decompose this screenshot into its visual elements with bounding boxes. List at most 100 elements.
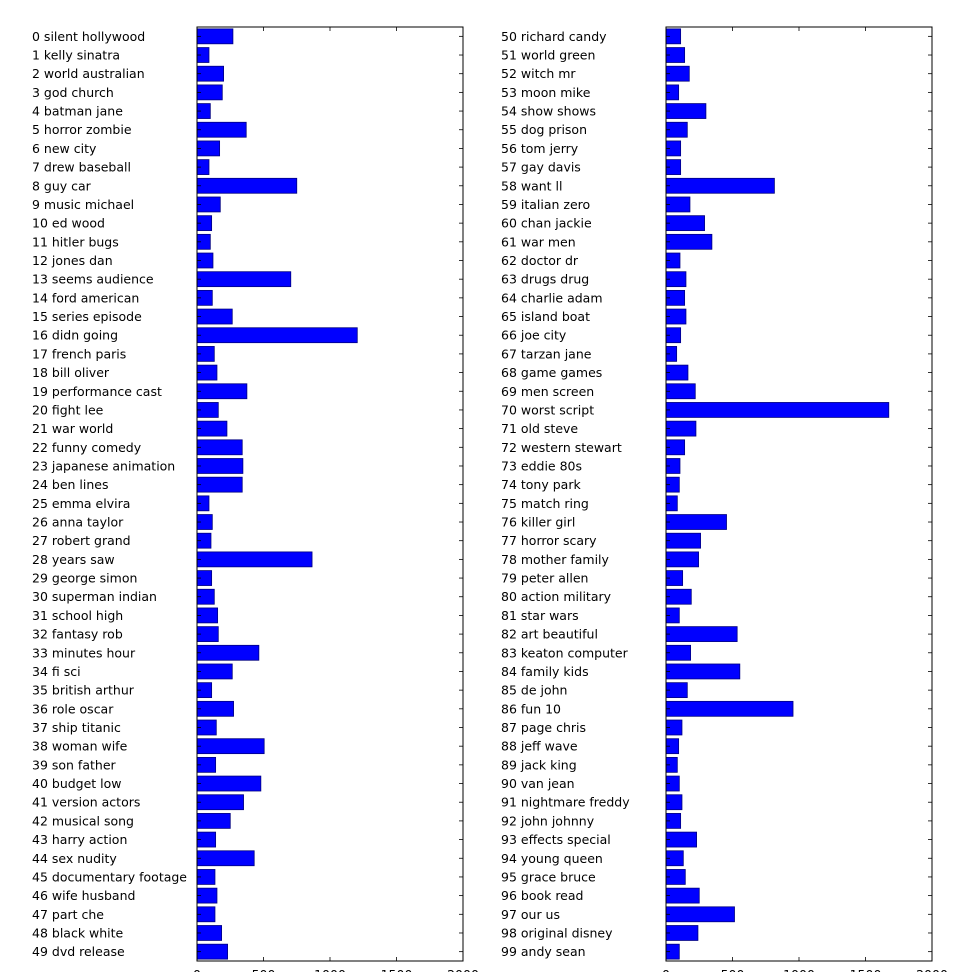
category-label: 34 fi sci bbox=[32, 664, 81, 679]
category-label: 68 game games bbox=[501, 365, 602, 380]
x-tick-label: 1000 bbox=[783, 967, 815, 972]
category-label: 53 moon mike bbox=[501, 85, 591, 100]
bar bbox=[665, 514, 727, 530]
bar bbox=[665, 887, 700, 904]
category-label: 42 musical song bbox=[32, 813, 134, 828]
bar bbox=[665, 532, 701, 549]
x-tick-label: 1500 bbox=[850, 967, 882, 972]
bar bbox=[665, 420, 697, 437]
category-label: 45 documentary footage bbox=[32, 869, 187, 884]
category-label: 99 andy sean bbox=[501, 944, 586, 959]
category-label: 26 anna taylor bbox=[32, 515, 124, 530]
category-label: 70 worst script bbox=[501, 402, 594, 417]
category-label: 82 art beautiful bbox=[501, 627, 598, 642]
category-label: 67 tarzan jane bbox=[501, 346, 592, 361]
category-label: 2 world australian bbox=[32, 66, 145, 81]
category-label: 38 woman wife bbox=[32, 739, 128, 754]
category-label: 10 ed wood bbox=[32, 216, 105, 231]
category-label: 19 performance cast bbox=[32, 384, 162, 399]
bar bbox=[196, 738, 265, 755]
bar bbox=[665, 402, 890, 418]
bar bbox=[196, 551, 313, 568]
bar bbox=[665, 831, 697, 848]
category-label: 88 jeff wave bbox=[501, 739, 578, 754]
category-label: 92 john johnny bbox=[501, 813, 595, 828]
category-label: 55 dog prison bbox=[501, 122, 587, 137]
category-label: 56 tom jerry bbox=[501, 141, 579, 156]
category-label: 5 horror zombie bbox=[32, 122, 132, 137]
x-tick-label: 2000 bbox=[916, 967, 948, 972]
bar bbox=[196, 177, 298, 194]
x-tick-label: 500 bbox=[252, 967, 276, 972]
bar bbox=[196, 28, 234, 45]
category-label: 31 school high bbox=[32, 608, 123, 623]
category-label: 41 version actors bbox=[32, 795, 140, 810]
category-label: 83 keaton computer bbox=[501, 645, 629, 660]
plot-frame bbox=[196, 26, 464, 962]
category-label: 12 jones dan bbox=[32, 253, 113, 268]
category-label: 37 ship titanic bbox=[32, 720, 121, 735]
bar bbox=[665, 233, 713, 250]
category-label: 14 ford american bbox=[32, 290, 139, 305]
bar bbox=[665, 215, 705, 232]
bar bbox=[196, 327, 358, 344]
category-label: 44 sex nudity bbox=[32, 851, 117, 866]
category-label: 58 want ll bbox=[501, 178, 563, 193]
category-label: 36 role oscar bbox=[32, 701, 114, 716]
bar bbox=[196, 271, 292, 288]
category-label: 3 god church bbox=[32, 85, 114, 100]
category-label: 81 star wars bbox=[501, 608, 579, 623]
category-label: 62 doctor dr bbox=[501, 253, 579, 268]
category-label: 0 silent hollywood bbox=[32, 29, 145, 44]
category-label: 52 witch mr bbox=[501, 66, 576, 81]
plot-frame bbox=[665, 26, 933, 962]
x-tick-label: 500 bbox=[721, 967, 745, 972]
category-label: 28 years saw bbox=[32, 552, 115, 567]
category-label: 59 italian zero bbox=[501, 197, 590, 212]
panel-right: 50 richard candy 51 world green 52 witch m… bbox=[501, 26, 948, 972]
bar bbox=[196, 383, 248, 400]
bar bbox=[196, 943, 228, 960]
category-label: 40 budget low bbox=[32, 776, 122, 791]
category-label: 29 george simon bbox=[32, 571, 137, 586]
category-label: 78 mother family bbox=[501, 552, 610, 567]
bar bbox=[196, 121, 247, 138]
category-label: 64 charlie adam bbox=[501, 290, 603, 305]
category-label: 27 robert grand bbox=[32, 533, 131, 548]
bar bbox=[196, 420, 228, 437]
x-tick-label: 0 bbox=[193, 967, 201, 972]
bar bbox=[665, 551, 699, 568]
category-label: 8 guy car bbox=[32, 178, 92, 193]
bar bbox=[196, 458, 244, 474]
category-label: 75 match ring bbox=[501, 496, 589, 511]
category-label: 91 nightmare freddy bbox=[501, 795, 630, 810]
category-label: 35 british arthur bbox=[32, 683, 135, 698]
x-tick-label: 1000 bbox=[314, 967, 346, 972]
category-label: 9 music michael bbox=[32, 197, 134, 212]
category-label: 18 bill oliver bbox=[32, 365, 110, 380]
category-label: 74 tony park bbox=[501, 477, 581, 492]
category-label: 7 drew baseball bbox=[32, 160, 131, 175]
category-label: 11 hitler bugs bbox=[32, 234, 119, 249]
bar bbox=[196, 663, 233, 680]
category-label: 63 drugs drug bbox=[501, 272, 589, 287]
category-label: 97 our us bbox=[501, 907, 560, 922]
bar bbox=[665, 177, 775, 194]
category-label: 39 son father bbox=[32, 757, 117, 772]
category-label: 30 superman indian bbox=[32, 589, 157, 604]
category-label: 69 men screen bbox=[501, 384, 594, 399]
category-label: 65 island boat bbox=[501, 309, 590, 324]
category-label: 73 eddie 80s bbox=[501, 458, 582, 473]
category-label: 96 book read bbox=[501, 888, 583, 903]
category-label: 46 wife husband bbox=[32, 888, 135, 903]
category-label: 94 young queen bbox=[501, 851, 603, 866]
category-label: 23 japanese animation bbox=[32, 458, 175, 473]
category-label: 20 fight lee bbox=[32, 402, 104, 417]
category-label: 77 horror scary bbox=[501, 533, 597, 548]
bar bbox=[665, 700, 794, 717]
category-label: 33 minutes hour bbox=[32, 645, 136, 660]
category-label: 89 jack king bbox=[501, 757, 577, 772]
bar bbox=[665, 626, 738, 642]
category-label: 84 family kids bbox=[501, 664, 589, 679]
